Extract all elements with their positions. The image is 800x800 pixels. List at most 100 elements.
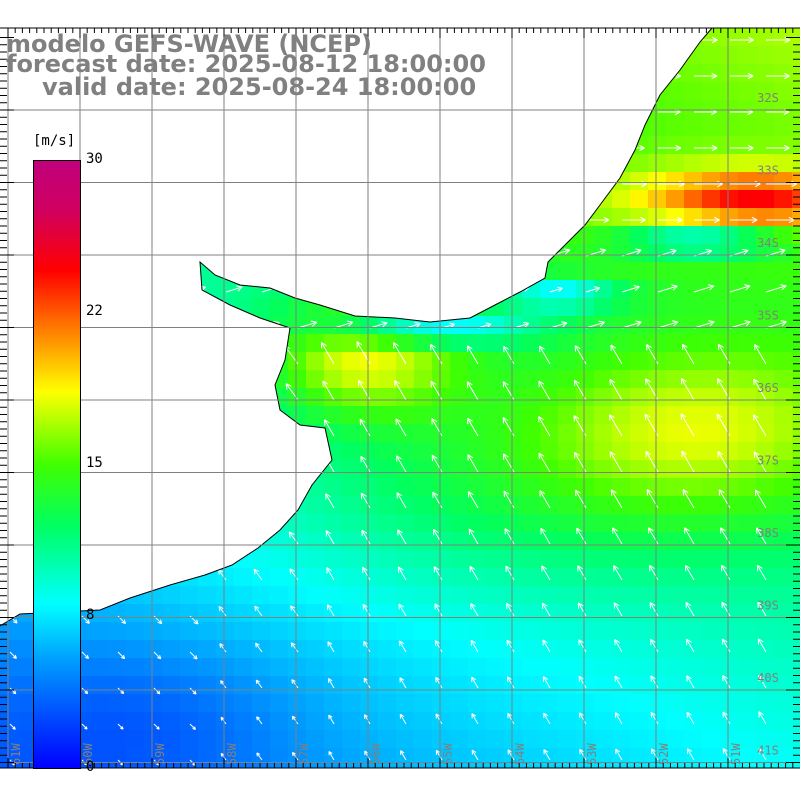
wind-cell bbox=[144, 730, 162, 748]
wind-cell bbox=[504, 334, 522, 352]
wind-cell bbox=[306, 442, 324, 460]
wind-cell bbox=[342, 388, 360, 406]
wind-cell bbox=[540, 46, 558, 64]
wind-cell bbox=[342, 352, 360, 370]
wind-cell bbox=[360, 676, 378, 694]
wind-cell bbox=[540, 136, 558, 154]
wind-cell bbox=[702, 154, 720, 172]
wind-cell bbox=[108, 568, 126, 586]
wind-cell bbox=[792, 136, 800, 154]
wind-cell bbox=[144, 550, 162, 568]
wind-arrow bbox=[153, 177, 172, 185]
wind-cell bbox=[594, 676, 612, 694]
wind-cell bbox=[594, 568, 612, 586]
wind-cell bbox=[702, 676, 720, 694]
wind-cell bbox=[414, 550, 432, 568]
wind-cell bbox=[738, 136, 756, 154]
wind-cell bbox=[234, 424, 252, 442]
wind-cell bbox=[774, 298, 792, 316]
wind-arrow bbox=[189, 104, 209, 113]
wind-cell bbox=[414, 280, 432, 298]
wind-cell bbox=[0, 316, 18, 334]
wind-cell bbox=[720, 334, 738, 352]
wind-cell bbox=[486, 532, 504, 550]
wind-cell bbox=[396, 136, 414, 154]
wind-cell bbox=[306, 298, 324, 316]
wind-cell bbox=[378, 442, 396, 460]
wind-cell bbox=[540, 766, 558, 768]
wind-cell bbox=[162, 190, 180, 208]
wind-cell bbox=[630, 334, 648, 352]
wind-cell bbox=[666, 154, 684, 172]
wind-cell bbox=[144, 604, 162, 622]
wind-arrow bbox=[540, 527, 551, 545]
wind-cell bbox=[792, 604, 800, 622]
wind-cell bbox=[432, 514, 450, 532]
wind-cell bbox=[198, 460, 216, 478]
wind-arrow bbox=[144, 351, 155, 365]
wind-arrow bbox=[658, 216, 683, 224]
wind-cell bbox=[774, 712, 792, 730]
wind-arrow bbox=[765, 284, 787, 293]
wind-cell bbox=[468, 622, 486, 640]
wind-cell bbox=[162, 424, 180, 442]
wind-cell bbox=[468, 766, 486, 768]
wind-cell bbox=[450, 640, 468, 658]
wind-cell bbox=[360, 298, 378, 316]
wind-arrow bbox=[435, 713, 443, 725]
wind-cell bbox=[450, 442, 468, 460]
wind-cell bbox=[252, 550, 270, 568]
wind-cell bbox=[306, 532, 324, 550]
wind-cell bbox=[108, 226, 126, 244]
wind-cell bbox=[468, 244, 486, 262]
wind-cell bbox=[270, 622, 288, 640]
wind-cell bbox=[594, 352, 612, 370]
wind-cell bbox=[630, 154, 648, 172]
wind-cell bbox=[306, 550, 324, 568]
wind-cell bbox=[396, 208, 414, 226]
wind-cell bbox=[540, 82, 558, 100]
wind-cell bbox=[198, 298, 216, 316]
wind-cell bbox=[720, 226, 738, 244]
wind-arrow bbox=[578, 712, 587, 725]
wind-cell bbox=[234, 226, 252, 244]
wind-cell bbox=[216, 712, 234, 730]
wind-cell bbox=[414, 694, 432, 712]
wind-cell bbox=[774, 406, 792, 424]
wind-cell bbox=[540, 478, 558, 496]
wind-cell bbox=[666, 478, 684, 496]
wind-cell bbox=[144, 262, 162, 280]
wind-cell bbox=[648, 118, 666, 136]
wind-arrow bbox=[81, 177, 99, 185]
wind-cell bbox=[504, 766, 522, 768]
wind-arrow bbox=[216, 459, 227, 473]
wind-arrow bbox=[325, 493, 335, 509]
wind-cell bbox=[648, 442, 666, 460]
wind-cell bbox=[270, 604, 288, 622]
wind-cell bbox=[504, 190, 522, 208]
wind-cell bbox=[486, 334, 504, 352]
wind-cell bbox=[648, 532, 666, 550]
wind-cell bbox=[522, 640, 540, 658]
wind-cell bbox=[252, 370, 270, 388]
wind-cell bbox=[630, 658, 648, 676]
wind-cell bbox=[432, 730, 450, 748]
wind-cell bbox=[486, 154, 504, 172]
wind-cell bbox=[702, 334, 720, 352]
wind-cell bbox=[558, 424, 576, 442]
wind-cell bbox=[342, 406, 360, 424]
wind-cell bbox=[576, 298, 594, 316]
wind-cell bbox=[216, 262, 234, 280]
wind-cell bbox=[504, 46, 522, 64]
wind-cell bbox=[774, 244, 792, 262]
wind-cell bbox=[396, 352, 414, 370]
wind-cell bbox=[90, 676, 108, 694]
wind-cell bbox=[126, 334, 144, 352]
wind-cell bbox=[648, 262, 666, 280]
wind-arrow bbox=[117, 285, 134, 293]
wind-cell bbox=[378, 388, 396, 406]
wind-arrow bbox=[405, 104, 426, 113]
wind-cell bbox=[522, 442, 540, 460]
wind-cell bbox=[108, 316, 126, 334]
wind-cell bbox=[306, 244, 324, 262]
